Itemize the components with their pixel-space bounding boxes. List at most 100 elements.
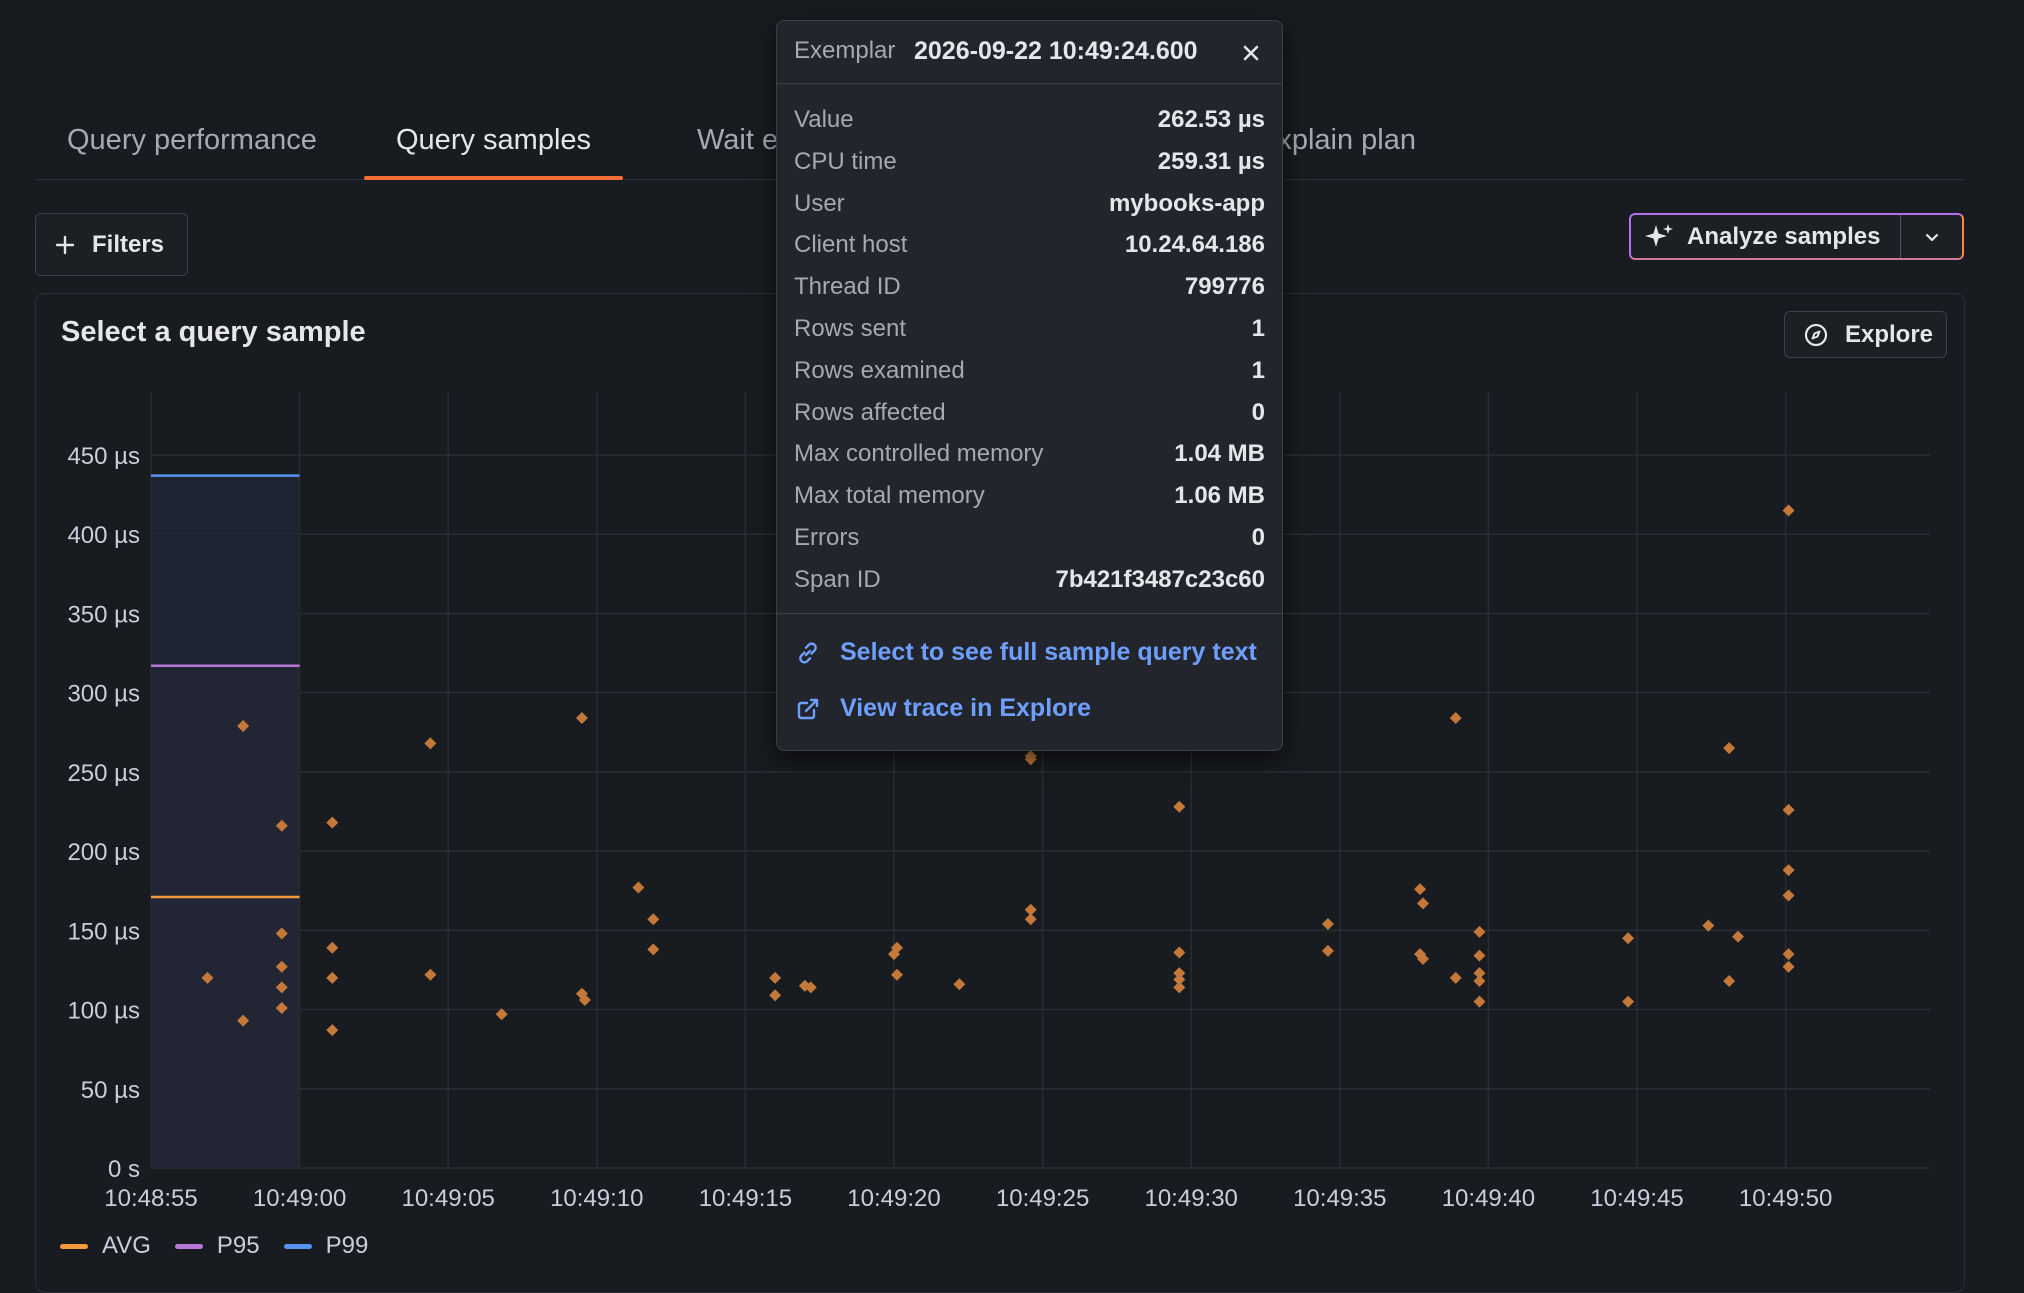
tab-explain-plan[interactable]: Explain plan (1258, 124, 1416, 156)
sample-point[interactable] (804, 981, 817, 994)
sample-point[interactable] (1173, 946, 1186, 959)
sample-point[interactable] (1173, 800, 1186, 813)
sample-point[interactable] (575, 712, 588, 725)
tab-bar: Query performance Query samples Wait eve… (35, 100, 1965, 180)
sample-point[interactable] (1417, 897, 1430, 910)
sample-point[interactable] (1473, 949, 1486, 962)
analyze-options-dropdown[interactable] (1900, 215, 1962, 258)
sample-point[interactable] (953, 978, 966, 991)
tooltip-field-value: 259.31 µs (1157, 147, 1265, 175)
sample-point[interactable] (769, 971, 782, 984)
sample-point[interactable] (1321, 917, 1334, 930)
tooltip-field-value: 0 (1251, 398, 1265, 426)
external-link-icon (797, 698, 819, 719)
y-tick-label: 200 µs (67, 839, 140, 866)
sample-point[interactable] (647, 913, 660, 926)
tooltip-header-label: Exemplar (794, 37, 896, 64)
sample-point[interactable] (495, 1008, 508, 1021)
sample-point[interactable] (1473, 925, 1486, 938)
sample-point[interactable] (578, 994, 591, 1007)
sample-point[interactable] (326, 971, 339, 984)
tooltip-row-rows-sent: Rows sent 1 (777, 307, 1282, 349)
sample-point[interactable] (201, 971, 214, 984)
sample-point[interactable] (1173, 981, 1186, 994)
tooltip-field-value: 0 (1251, 523, 1265, 551)
sample-point[interactable] (275, 1001, 288, 1014)
sample-point[interactable] (1723, 975, 1736, 988)
sample-point[interactable] (890, 968, 903, 981)
sparkle-icon (1645, 223, 1673, 247)
sample-point[interactable] (769, 989, 782, 1002)
sample-point[interactable] (237, 1014, 250, 1027)
tooltip-row-user: User mybooks-app (777, 182, 1282, 224)
x-tick-label: 10:49:05 (401, 1185, 494, 1212)
sample-point[interactable] (1782, 864, 1795, 877)
sample-point[interactable] (1449, 971, 1462, 984)
sample-point[interactable] (1024, 903, 1037, 916)
tooltip-timestamp: 2026-09-22 10:49:24.600 (914, 37, 1198, 65)
sample-point[interactable] (1473, 967, 1486, 980)
tooltip-row-thread-id: Thread ID 799776 (777, 265, 1282, 307)
filters-button[interactable]: Filters (35, 213, 188, 276)
legend-item-p99[interactable]: P99 (283, 1232, 368, 1260)
sample-point[interactable] (275, 819, 288, 832)
tooltip-field-value: 799776 (1184, 273, 1265, 301)
sample-point[interactable] (275, 960, 288, 973)
legend-label-p95: P95 (216, 1232, 260, 1259)
legend-item-avg[interactable]: AVG (60, 1232, 151, 1260)
sample-point[interactable] (890, 941, 903, 954)
sample-point[interactable] (1782, 803, 1795, 816)
sample-point[interactable] (1723, 742, 1736, 755)
legend-swatch-p95 (174, 1243, 203, 1249)
sample-point[interactable] (275, 927, 288, 940)
sample-point[interactable] (1173, 973, 1186, 986)
sample-point[interactable] (1622, 932, 1635, 945)
sample-point[interactable] (1173, 967, 1186, 980)
sample-point[interactable] (647, 943, 660, 956)
sample-points[interactable] (201, 504, 1795, 1037)
sample-point[interactable] (424, 968, 437, 981)
sample-point[interactable] (237, 719, 250, 732)
legend-item-p95[interactable]: P95 (174, 1232, 260, 1260)
sample-point[interactable] (326, 941, 339, 954)
tooltip-field-label: Rows affected (794, 398, 946, 426)
sample-point[interactable] (1782, 960, 1795, 973)
legend-swatch-avg (60, 1243, 88, 1249)
sample-point[interactable] (424, 737, 437, 750)
sample-point[interactable] (1473, 975, 1486, 988)
sample-point[interactable] (1732, 930, 1745, 943)
explore-button[interactable]: Explore (1784, 311, 1947, 358)
sample-point[interactable] (1414, 883, 1427, 896)
compass-icon (1804, 323, 1828, 346)
y-tick-label: 250 µs (67, 760, 140, 787)
tooltip-fields: Value 262.53 µs CPU time 259.31 µs User myboo… (777, 84, 1282, 600)
close-icon[interactable] (1238, 40, 1264, 66)
sample-point[interactable] (1782, 889, 1795, 902)
analyze-samples-button[interactable]: Analyze samples (1629, 213, 1964, 260)
sample-point[interactable] (1321, 944, 1334, 957)
view-trace-link[interactable]: View trace in Explore (794, 694, 1091, 723)
tooltip-row-rows-examined: Rows examined 1 (777, 349, 1282, 391)
query-samples-scatter-chart[interactable]: 0 s 50 µs 100 µs 150 µs 200 µs 250 µs 300 µs 35… (0, 0, 2024, 1267)
tab-query-samples[interactable]: Query samples (364, 100, 624, 180)
tooltip-row-client-host: Client host 10.24.64.186 (777, 223, 1282, 265)
x-tick-label: 10:49:10 (550, 1185, 643, 1212)
sample-point[interactable] (1782, 948, 1795, 961)
sample-point[interactable] (1473, 995, 1486, 1008)
full-query-text-link[interactable]: Select to see full sample query text (794, 638, 1257, 667)
sample-point[interactable] (1449, 712, 1462, 725)
sample-point[interactable] (1024, 753, 1037, 766)
tooltip-field-label: Value (794, 106, 854, 133)
sample-point[interactable] (1702, 919, 1715, 932)
tab-query-performance[interactable]: Query performance (67, 124, 317, 156)
tooltip-field-value: 262.53 µs (1157, 106, 1265, 133)
sample-point[interactable] (275, 981, 288, 994)
sample-point[interactable] (326, 1024, 339, 1037)
sample-point[interactable] (1024, 913, 1037, 926)
sample-point[interactable] (1622, 995, 1635, 1008)
bucket-band-p95 (151, 665, 300, 1168)
sample-point[interactable] (326, 816, 339, 829)
sample-point[interactable] (1417, 952, 1430, 965)
sample-point[interactable] (632, 881, 645, 894)
sample-point[interactable] (1782, 504, 1795, 517)
